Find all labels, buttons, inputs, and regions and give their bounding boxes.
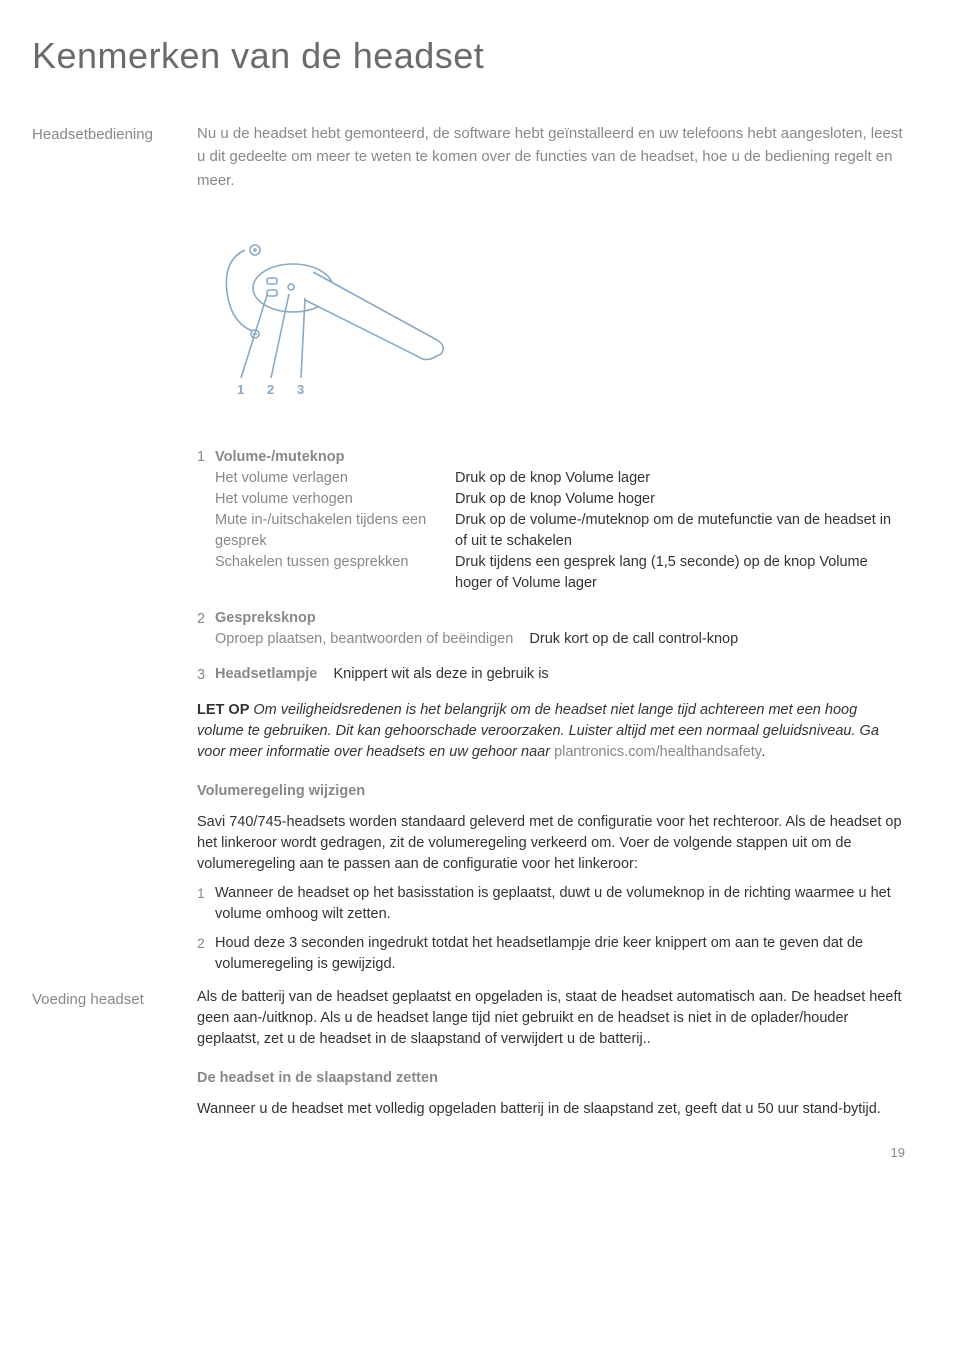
item1-row0-label: Het volume verlagen (215, 468, 455, 489)
item1-row0-value: Druk op de knop Volume lager (455, 468, 905, 489)
volchange-steps: 1 Wanneer de headset op het basisstation… (197, 883, 905, 975)
headset-diagram: 1 2 3 (197, 220, 905, 427)
section-voeding: Voeding headset Als de batterij van de h… (32, 987, 905, 1120)
item3-block: 3 Headsetlampje Knippert wit als deze in… (197, 664, 905, 686)
warning-body-a: Om veiligheidsredenen is het belangrijk … (197, 702, 879, 760)
warning-lead: LET OP (197, 702, 249, 718)
section2-heading: Voeding headset (32, 987, 197, 1120)
item1-num: 1 (197, 447, 215, 468)
item1-row2-label: Mute in-/uitschakelen tijdens een gespre… (215, 510, 455, 552)
item1-table: 1 Volume-/muteknop Het volume verlagen D… (197, 447, 905, 594)
item3-value: Knippert wit als deze in gebruik is (333, 666, 548, 682)
volchange-intro: Savi 740/745-headsets worden standaard g… (197, 812, 905, 875)
item1-row2-value: Druk op de volume-/muteknop om de mutefu… (455, 510, 905, 552)
warning-paragraph: LET OP Om veiligheidsredenen is het bela… (197, 700, 905, 763)
item2-block: 2 Gespreksknop Oproep plaatsen, beantwoo… (197, 608, 905, 650)
item1-title: Volume-/muteknop (215, 447, 455, 468)
item1-row3-label: Schakelen tussen gesprekken (215, 552, 455, 594)
item2-value: Druk kort op de call control-knop (529, 631, 738, 647)
section-headsetbediening: Headsetbediening Nu u de headset hebt ge… (32, 122, 905, 975)
step1-text: Wanneer de headset op het basisstation i… (215, 883, 905, 925)
item1-row1-value: Druk op de knop Volume hoger (455, 489, 905, 510)
section1-intro: Nu u de headset hebt gemonteerd, de soft… (197, 122, 905, 192)
diagram-callout-2: 2 (267, 382, 274, 397)
diagram-callout-3: 3 (297, 382, 304, 397)
section1-heading: Headsetbediening (32, 122, 197, 975)
item2-num: 2 (197, 608, 215, 650)
step2-text: Houd deze 3 seconden ingedrukt totdat he… (215, 933, 905, 975)
item2-label: Oproep plaatsen, beantwoorden of beëindi… (215, 631, 513, 647)
item2-title: Gespreksknop (215, 610, 316, 626)
section2-p1: Als de batterij van de headset geplaatst… (197, 987, 905, 1050)
item3-num: 3 (197, 664, 215, 686)
step2-num: 2 (197, 933, 215, 975)
warning-link: plantronics.com/healthandsafety (554, 744, 762, 760)
section2-p2: Wanneer u de headset met volledig opgela… (197, 1099, 905, 1120)
diagram-callout-1: 1 (237, 382, 244, 397)
section2-sub: De headset in de slaapstand zetten (197, 1068, 905, 1089)
item1-row1-label: Het volume verhogen (215, 489, 455, 510)
item1-row3-value: Druk tijdens een gesprek lang (1,5 secon… (455, 552, 905, 594)
warning-body-b: . (762, 744, 766, 760)
step1-num: 1 (197, 883, 215, 925)
volchange-heading: Volumeregeling wijzigen (197, 781, 905, 802)
page-number: 19 (32, 1144, 905, 1163)
item3-title: Headsetlampje (215, 666, 317, 682)
page-title: Kenmerken van de headset (32, 30, 905, 82)
